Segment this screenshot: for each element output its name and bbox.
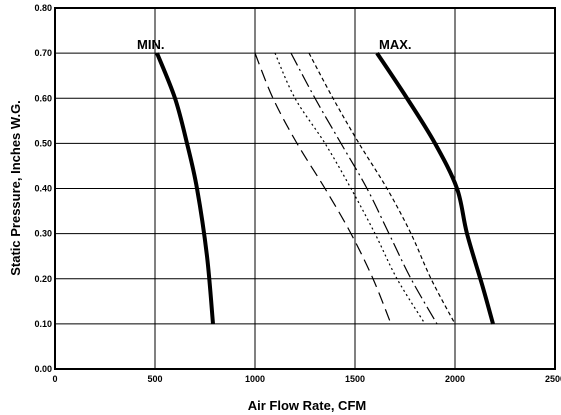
annotations: MIN. MAX. [137,37,412,52]
x-tick-label: 1500 [345,374,365,384]
y-tick-label: 0.80 [34,3,52,13]
x-tick-label: 2000 [445,374,465,384]
annotation-max: MAX. [379,37,412,52]
series-line-6 [375,52,495,325]
annotation-min: MIN. [137,37,164,52]
y-tick-label: 0.30 [34,229,52,239]
x-tick-label: 500 [147,374,162,384]
series-line-3 [274,52,426,325]
y-tick-label: 0.70 [34,48,52,58]
series-line-2 [254,52,392,325]
series-line-1 [155,52,215,325]
plot-frame [54,7,556,370]
x-tick-label: 1000 [245,374,265,384]
y-tick-label: 0.60 [34,93,52,103]
y-axis-label: Static Pressure, Inches W.G. [8,100,23,276]
grid [54,7,556,370]
x-tick-label: 0 [52,374,57,384]
x-axis-label: Air Flow Rate, CFM [248,398,366,413]
y-tick-label: 0.00 [34,364,52,374]
y-tick-label: 0.20 [34,274,52,284]
y-tick-label: 0.10 [34,319,52,329]
series-line-5 [308,52,456,325]
series-group [155,52,495,325]
y-tick-label: 0.40 [34,184,52,194]
series-line-4 [290,52,438,325]
y-tick-labels: 0.00 0.10 0.20 0.30 0.40 0.50 0.60 0.70 0.80 [34,3,52,374]
y-tick-label: 0.50 [34,138,52,148]
